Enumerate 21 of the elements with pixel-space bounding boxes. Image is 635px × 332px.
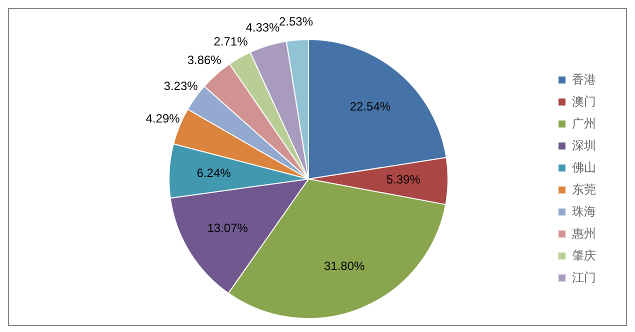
legend-label: 东莞 (572, 182, 596, 196)
legend-label: 香港 (572, 72, 596, 86)
legend-label: 珠海 (572, 204, 596, 218)
data-label: 3.23% (164, 79, 198, 94)
data-label: 6.24% (196, 166, 232, 180)
legend-label: 惠州 (571, 226, 596, 240)
data-label: 4.33% (246, 20, 280, 35)
data-label: 13.07% (207, 220, 248, 235)
legend-label: 深圳 (572, 138, 596, 152)
data-label: 2.71% (214, 34, 248, 48)
legend-label: 澳门 (572, 94, 596, 108)
data-label: 2.53% (278, 14, 314, 28)
data-label: 3.86% (187, 53, 222, 68)
data-label: 5.39% (386, 172, 421, 187)
legend-label: 佛山 (572, 160, 596, 174)
data-label: 4.29% (146, 112, 180, 126)
legend-label: 广州 (572, 116, 596, 130)
data-label: 22.54% (350, 99, 391, 114)
legend-label: 肇庆 (572, 248, 596, 262)
data-label: 31.80% (324, 259, 366, 274)
legend-label: 江门 (572, 270, 596, 284)
